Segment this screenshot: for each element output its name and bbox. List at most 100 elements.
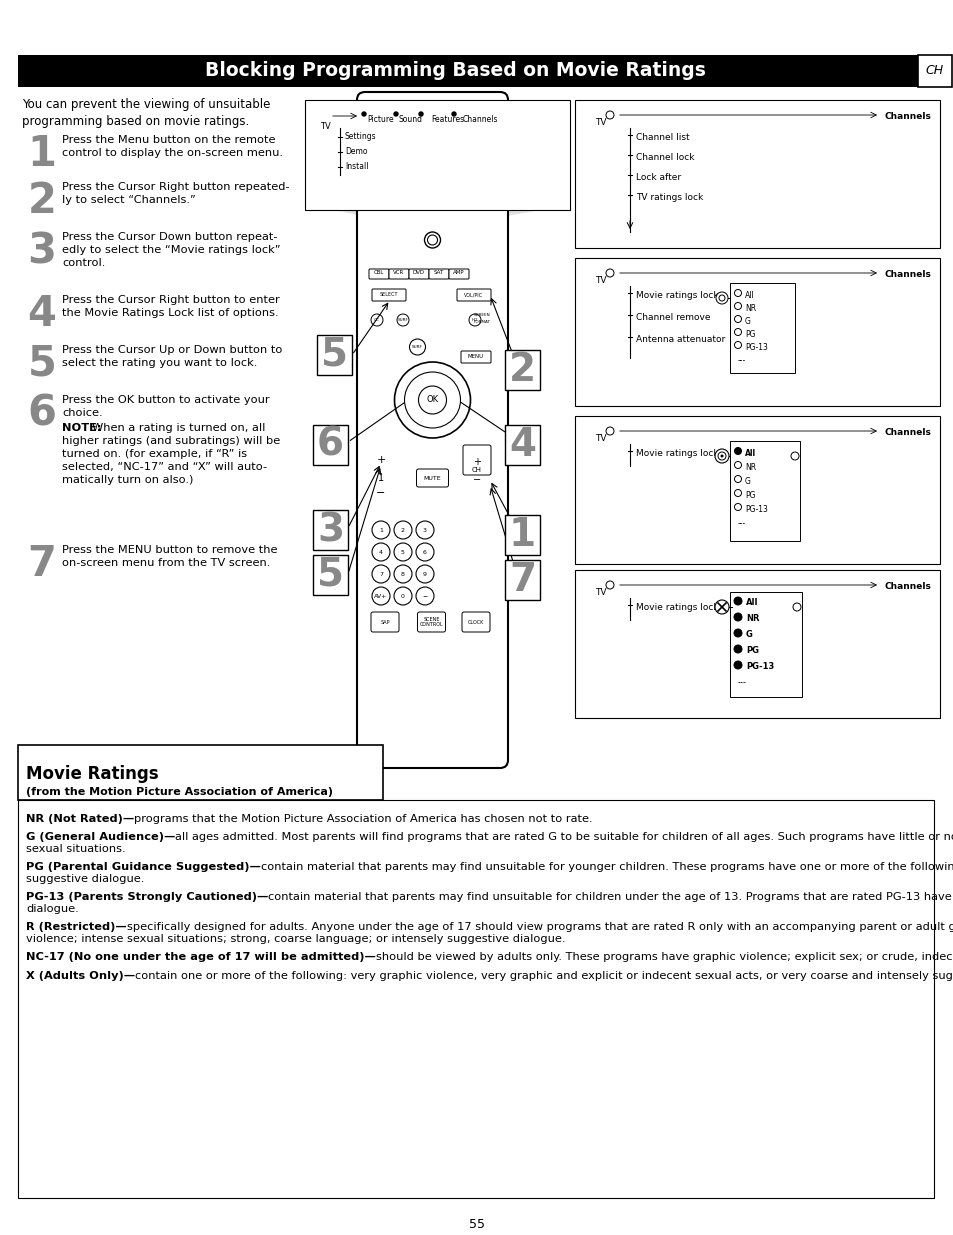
Text: SAT: SAT [434, 270, 444, 275]
Circle shape [734, 315, 740, 322]
Circle shape [372, 543, 390, 561]
Text: all ages admitted. Most parents will find programs that are rated G to be suitab: all ages admitted. Most parents will fin… [175, 832, 953, 842]
Text: 7: 7 [28, 543, 56, 585]
Text: ---: --- [738, 356, 745, 366]
Text: −: − [422, 594, 427, 599]
Text: 5: 5 [28, 343, 56, 385]
Text: Install: Install [345, 162, 368, 170]
Text: Demo: Demo [345, 147, 367, 156]
Text: CC: CC [374, 317, 379, 322]
Circle shape [394, 564, 412, 583]
Text: 2: 2 [400, 527, 405, 532]
Text: Lock after: Lock after [636, 173, 680, 182]
Text: Press the OK button to activate your
choice.: Press the OK button to activate your cho… [62, 395, 270, 417]
Text: 6: 6 [422, 550, 427, 555]
Circle shape [409, 338, 425, 354]
Bar [18, 800, 933, 1198]
Circle shape [416, 543, 434, 561]
Text: 5: 5 [316, 556, 344, 594]
Bar [18, 56, 917, 86]
Text: 2: 2 [28, 180, 56, 222]
Text: PG-13 (Parents Strongly Cautioned)—: PG-13 (Parents Strongly Cautioned)— [26, 893, 268, 903]
Circle shape [605, 427, 614, 435]
Text: TV: TV [319, 122, 331, 131]
Text: NOTE:: NOTE: [62, 424, 106, 433]
Text: Picture: Picture [367, 115, 394, 124]
Bar [917, 56, 951, 86]
Text: Press the Cursor Down button repeat-
edly to select the “Movie ratings lock”
con: Press the Cursor Down button repeat- edl… [62, 232, 280, 268]
Circle shape [404, 372, 460, 429]
Text: 1: 1 [377, 473, 384, 483]
Bar [313, 555, 348, 595]
Text: suggestive dialogue.: suggestive dialogue. [26, 874, 144, 884]
Text: AMP: AMP [453, 270, 464, 275]
Circle shape [469, 314, 480, 326]
Text: sexual situations.: sexual situations. [26, 844, 126, 853]
Bar [575, 416, 939, 564]
Text: Press the Menu button on the remote
control to display the on-screen menu.: Press the Menu button on the remote cont… [62, 135, 283, 158]
Bar [18, 745, 382, 800]
Text: 5: 5 [320, 336, 348, 374]
Circle shape [416, 521, 434, 538]
Text: PG: PG [745, 646, 759, 655]
FancyBboxPatch shape [417, 613, 445, 632]
Circle shape [452, 112, 456, 116]
Text: Channels: Channels [884, 582, 931, 592]
Text: 8: 8 [400, 572, 404, 577]
Text: G: G [745, 630, 752, 638]
FancyBboxPatch shape [389, 269, 409, 279]
Text: TV ratings lock: TV ratings lock [636, 193, 702, 203]
Text: HD: HD [472, 317, 477, 322]
Text: ---: --- [738, 519, 745, 529]
Text: contain one or more of the following: very graphic violence, very graphic and ex: contain one or more of the following: ve… [135, 971, 953, 981]
Text: 7: 7 [508, 561, 536, 599]
Circle shape [372, 564, 390, 583]
Text: X (Adults Only)—: X (Adults Only)— [26, 971, 135, 981]
Text: 3: 3 [316, 511, 344, 550]
Text: TV: TV [595, 275, 606, 285]
Text: 0: 0 [400, 594, 404, 599]
Circle shape [394, 543, 412, 561]
Text: Movie Ratings: Movie Ratings [26, 764, 158, 783]
Circle shape [734, 329, 740, 336]
Text: Movie ratings lock: Movie ratings lock [636, 291, 718, 300]
Circle shape [719, 295, 724, 301]
Text: You can prevent the viewing of unsuitable
programming based on movie ratings.: You can prevent the viewing of unsuitabl… [22, 98, 270, 128]
Text: PG: PG [744, 492, 755, 500]
Text: 4: 4 [378, 550, 382, 555]
Circle shape [733, 613, 741, 621]
Circle shape [424, 232, 440, 248]
Bar [575, 258, 939, 406]
Text: When a rating is turned on, all: When a rating is turned on, all [91, 424, 265, 433]
Text: Channels: Channels [884, 429, 931, 437]
Text: Channels: Channels [884, 112, 931, 121]
Text: 6: 6 [28, 393, 56, 435]
Circle shape [371, 314, 382, 326]
Text: −: − [473, 475, 480, 485]
Text: violence; intense sexual situations; strong, coarse language; or intensely sugge: violence; intense sexual situations; str… [26, 934, 565, 944]
Text: matically turn on also.): matically turn on also.) [62, 475, 193, 485]
Text: NR (Not Rated)—: NR (Not Rated)— [26, 814, 134, 824]
Text: Blocking Programming Based on Movie Ratings: Blocking Programming Based on Movie Rati… [204, 62, 704, 80]
Text: −: − [375, 488, 385, 498]
Text: 6: 6 [316, 426, 344, 464]
Text: NR: NR [744, 304, 756, 312]
Circle shape [418, 387, 446, 414]
Text: 3: 3 [28, 230, 56, 272]
Text: Channels: Channels [462, 115, 498, 124]
Text: Movie ratings lock: Movie ratings lock [636, 450, 718, 458]
Circle shape [734, 504, 740, 510]
Text: VCR: VCR [393, 270, 404, 275]
Text: 9: 9 [422, 572, 427, 577]
Circle shape [416, 564, 434, 583]
Text: VOL/PIC: VOL/PIC [464, 293, 483, 298]
Circle shape [394, 521, 412, 538]
Text: Channel list: Channel list [636, 133, 689, 142]
Text: PG-13: PG-13 [744, 343, 767, 352]
Text: Press the Cursor Right button repeated-
ly to select “Channels.”: Press the Cursor Right button repeated- … [62, 182, 290, 205]
Text: PG-13: PG-13 [745, 662, 774, 671]
Bar [729, 441, 800, 541]
Text: All: All [745, 598, 758, 606]
FancyBboxPatch shape [462, 445, 491, 475]
Text: MENU: MENU [468, 354, 483, 359]
